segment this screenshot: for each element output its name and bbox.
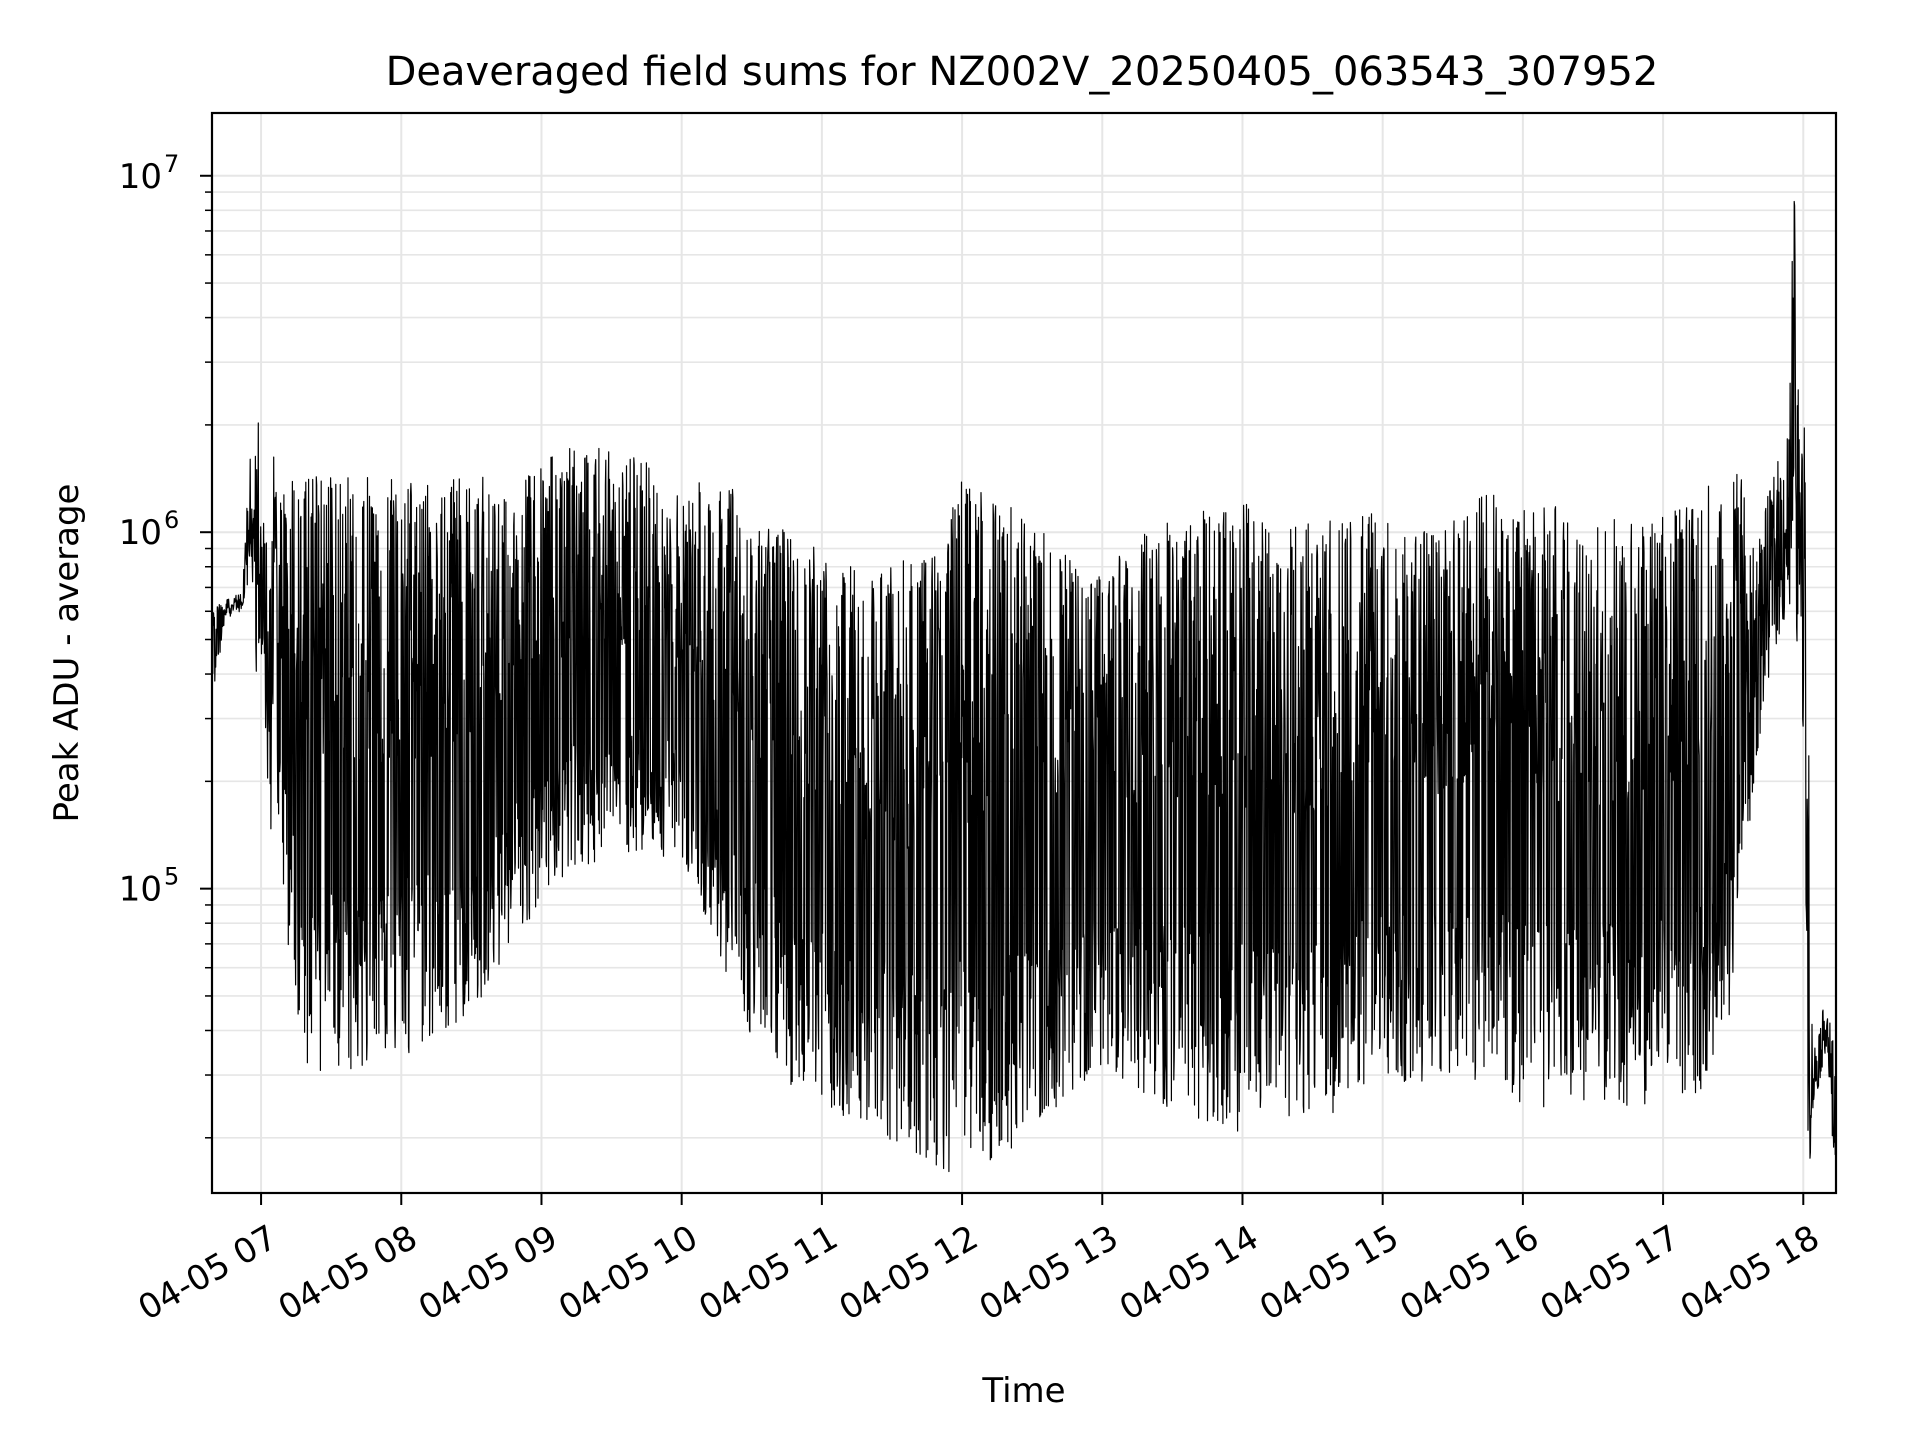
plot-area — [211, 200, 1837, 1173]
y-tick-exponent: 5 — [164, 863, 179, 891]
x-tick-label: 04-05 14 — [1113, 1218, 1265, 1329]
x-tick-label: 04-05 07 — [132, 1218, 284, 1329]
x-tick-label: 04-05 17 — [1534, 1218, 1686, 1329]
x-axis-label: Time — [981, 1371, 1065, 1411]
x-tick-label: 04-05 13 — [973, 1218, 1125, 1329]
y-tick-exponent: 7 — [164, 150, 179, 178]
x-tick-label: 04-05 16 — [1393, 1218, 1545, 1329]
y-axis-label: Peak ADU - average — [47, 484, 87, 823]
series-line — [211, 200, 1837, 1173]
y-tick-exponent: 6 — [164, 506, 179, 534]
x-tick-label: 04-05 12 — [833, 1218, 985, 1329]
x-tick-label: 04-05 09 — [412, 1218, 564, 1329]
y-tick-label: 10 — [119, 513, 162, 553]
x-tick-label: 04-05 15 — [1253, 1218, 1405, 1329]
x-tick-label: 04-05 08 — [272, 1218, 424, 1329]
x-tick-label: 04-05 18 — [1674, 1218, 1826, 1329]
plot-frame — [210, 111, 1838, 1195]
x-tick-label: 04-05 10 — [552, 1218, 704, 1329]
chart-title: Deaveraged field sums for NZ002V_2025040… — [386, 49, 1659, 95]
x-tick-label: 04-05 11 — [692, 1218, 844, 1329]
y-tick-label: 10 — [119, 157, 162, 197]
y-tick-label: 10 — [119, 870, 162, 910]
